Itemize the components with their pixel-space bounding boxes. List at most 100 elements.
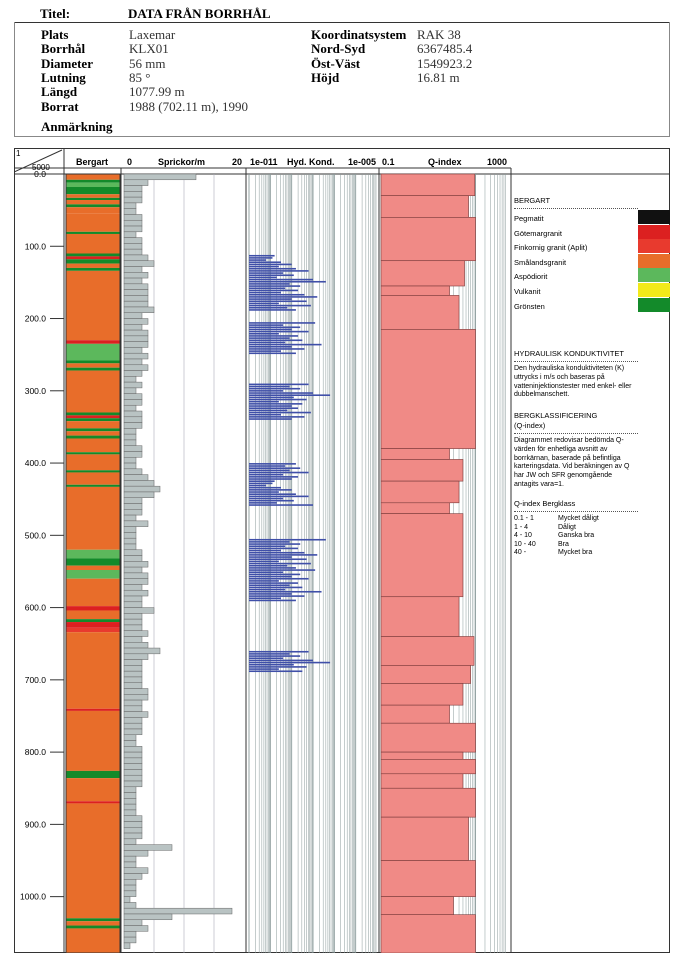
bergart-interval <box>66 360 120 364</box>
fracture-bar <box>123 902 137 909</box>
fracture-bar <box>123 618 143 626</box>
conductivity-bar <box>249 663 294 666</box>
qindex-column <box>380 173 506 954</box>
bergart-interval <box>66 470 120 473</box>
fracture-bar <box>123 873 143 880</box>
fracture-bar <box>123 601 143 608</box>
info-label-right: Nord-Syd <box>311 41 366 57</box>
depth-tick-label: 1000.0 <box>20 892 46 902</box>
fracture-bar <box>123 642 149 649</box>
bergart-interval <box>66 207 120 214</box>
conductivity-bar <box>249 595 305 597</box>
bergart-interval <box>66 558 120 566</box>
bergart-interval <box>66 438 120 453</box>
bergart-column <box>65 173 121 954</box>
bergart-interval <box>66 925 120 929</box>
info-label-left: Längd <box>41 84 78 100</box>
conductivity-bar <box>249 471 309 474</box>
sprickor-max-label: 20 <box>232 157 242 167</box>
scale-label-2: 5000 <box>32 163 50 172</box>
fracture-bar <box>123 283 149 290</box>
fracture-bar <box>123 827 143 834</box>
conductivity-bar <box>249 541 290 543</box>
fracture-bar <box>123 757 143 764</box>
fracture-bar <box>123 254 149 261</box>
fracture-bar <box>123 786 137 793</box>
bergart-interval <box>66 367 120 371</box>
conductivity-bar <box>249 352 296 355</box>
fracture-bar <box>123 763 143 770</box>
conductivity-bar <box>249 584 290 587</box>
bergart-interval <box>66 412 120 416</box>
bergart-interval <box>66 213 120 232</box>
q-interval <box>380 896 454 916</box>
fracture-bar <box>123 485 161 493</box>
conductivity-bar <box>249 571 284 574</box>
fracture-bar <box>123 289 149 296</box>
fracture-bar <box>123 474 149 481</box>
conductivity-bar <box>249 473 284 476</box>
conductivity-bar <box>249 296 318 298</box>
conductivity-bar <box>249 493 296 496</box>
conductivity-bar <box>249 416 305 418</box>
fracture-bar <box>123 699 143 707</box>
conductivity-bar <box>249 551 305 554</box>
conductivity-bar <box>249 467 301 469</box>
conductivity-bar <box>249 599 296 602</box>
q-class-name: Mycket bra <box>558 549 593 557</box>
conductivity-bar <box>249 491 279 493</box>
conductivity-bar <box>249 495 309 498</box>
conductivity-bar <box>249 499 294 502</box>
conductivity-bar <box>249 504 313 506</box>
conductivity-bar <box>249 326 301 329</box>
depth-tick-label: 400.0 <box>25 458 47 468</box>
conductivity-bar <box>249 655 301 657</box>
fracture-bar <box>123 387 137 394</box>
q-class-range: 40 - <box>514 549 527 557</box>
fracture-bar <box>123 798 137 805</box>
bergart-interval <box>66 918 120 922</box>
conductivity-bar <box>249 486 281 489</box>
conductivity-bar <box>249 478 292 480</box>
fracture-bar <box>123 711 149 718</box>
conductivity-bar <box>249 545 286 548</box>
fracture-bar <box>123 277 143 285</box>
legend-divider <box>514 208 638 209</box>
bergart-header: Bergart <box>76 157 108 167</box>
q-interval <box>380 195 469 218</box>
info-label-right: Koordinatsystem <box>311 27 407 42</box>
depth-tick-label: 800.0 <box>25 747 47 757</box>
fracture-bar <box>123 595 143 603</box>
fracture-bar <box>123 202 137 209</box>
conductivity-bar <box>249 653 290 655</box>
fracture-bar <box>123 260 155 267</box>
fracture-bar <box>123 815 143 822</box>
fracture-bar <box>123 318 149 325</box>
bergart-interval <box>66 486 120 550</box>
conductivity-bar <box>249 302 279 305</box>
bergart-interval <box>66 370 120 413</box>
fracture-bar <box>123 555 143 562</box>
sprickor-header: Sprickor/m <box>158 157 205 167</box>
fracture-bar <box>123 266 143 273</box>
fracture-bar <box>123 659 143 666</box>
fracture-bar <box>123 561 149 568</box>
conductivity-bar <box>249 580 279 582</box>
bergart-interval <box>66 270 120 341</box>
conductivity-bar <box>249 270 309 272</box>
depth-tick-label: 600.0 <box>25 603 47 613</box>
bergart-interval <box>66 606 120 611</box>
rock-type-label: Pegmatit <box>514 214 544 223</box>
bergart-interval <box>66 435 120 439</box>
conductivity-bar <box>249 661 331 664</box>
fracture-bar <box>123 769 143 776</box>
conductivity-bar <box>249 335 299 337</box>
fracture-bar <box>123 329 149 337</box>
fracture-bar <box>123 457 137 464</box>
fracture-bar <box>123 433 137 441</box>
fracture-bar <box>123 451 143 458</box>
fracture-bar <box>123 780 143 788</box>
conductivity-bar <box>249 276 277 279</box>
fracture-bar <box>123 613 143 620</box>
bergart-interval <box>66 418 120 422</box>
